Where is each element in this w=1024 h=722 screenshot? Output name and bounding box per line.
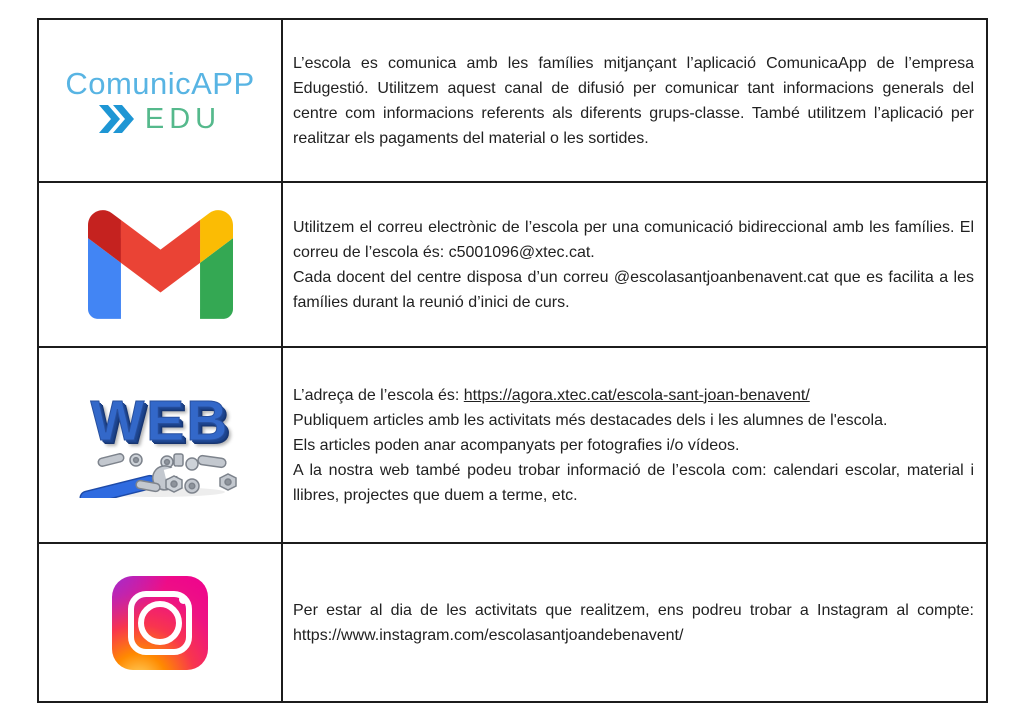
cell-text-gmail: Utilitzem el correu electrònic de l’esco… xyxy=(283,183,986,348)
web-paragraph-2: Publiquem articles amb les activitats mé… xyxy=(293,411,888,429)
school-website-link[interactable]: https://agora.xtec.cat/escola-sant-joan-… xyxy=(463,386,810,404)
web-address-label: L’adreça de l’escola és: xyxy=(293,386,464,404)
communication-channels-table: ComunicAPP EDU L’escola es comunica amb … xyxy=(37,18,988,703)
comunicapp-paragraph: L’escola es comunica amb les famílies mi… xyxy=(293,54,974,147)
instagram-lens xyxy=(138,600,182,645)
cell-text-instagram: Per estar al dia de les activitats que r… xyxy=(283,544,986,701)
gmail-paragraph-1: Utilitzem el correu electrònic de l’esco… xyxy=(293,218,974,261)
instagram-flash-dot xyxy=(179,594,188,604)
comunicapp-logo: ComunicAPP EDU xyxy=(65,68,254,134)
instagram-icon xyxy=(112,575,208,670)
cell-text-comunicapp: L’escola es comunica amb les famílies mi… xyxy=(283,20,986,183)
instagram-paragraph: Per estar al dia de les activitats que r… xyxy=(293,601,974,644)
tools-icon xyxy=(79,452,237,498)
cell-logo-instagram xyxy=(39,544,283,701)
comunicapp-logo-subline: EDU xyxy=(65,102,254,135)
web-paragraph-3: Els articles poden anar acompanyats per … xyxy=(293,436,740,454)
web-paragraph-4: A la nostra web també podeu trobar infor… xyxy=(293,461,974,504)
comunicapp-logo-edu: EDU xyxy=(144,102,222,135)
double-chevron-icon xyxy=(98,105,134,133)
cell-logo-web: WEB xyxy=(39,348,283,544)
cell-text-web: L’adreça de l’escola és: https://agora.x… xyxy=(283,348,986,544)
gmail-paragraph-2: Cada docent del centre disposa d’un corr… xyxy=(293,268,974,311)
web-paragraph-address: L’adreça de l’escola és: https://agora.x… xyxy=(293,383,974,408)
instagram-camera-outline xyxy=(128,590,192,655)
comunicapp-logo-title: ComunicAPP xyxy=(65,65,255,101)
gmail-icon xyxy=(87,210,233,319)
web-3d-logo: WEB xyxy=(70,388,250,498)
cell-logo-comunicapp: ComunicAPP EDU xyxy=(39,20,283,183)
web-3d-logo-text: WEB xyxy=(90,388,230,453)
cell-logo-gmail xyxy=(39,183,283,348)
